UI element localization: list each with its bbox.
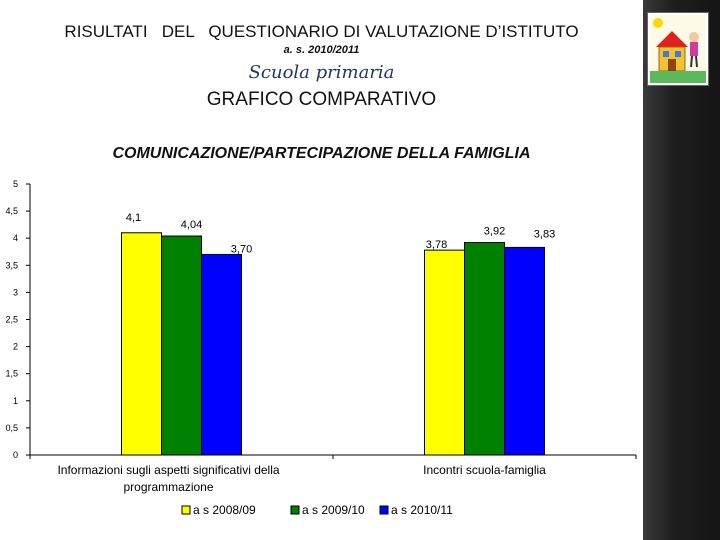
- y-tick-label: 0: [13, 450, 18, 460]
- legend-swatch: [290, 505, 300, 515]
- data-label: 3,83: [534, 228, 555, 240]
- y-tick-label: 4: [13, 233, 18, 243]
- data-label: 4,04: [181, 219, 202, 231]
- x-tick-label: programmazione: [123, 480, 213, 494]
- x-tick-label: Informazioni sugli aspetti significativi…: [57, 463, 279, 477]
- bar-chart: 0 0,5 1 1,5 2 2,5 3 3,5 4 4,5 5 4,1 4,04 3,70 Informaz…: [5, 179, 637, 517]
- legend-label: a s 2009/10: [302, 503, 365, 517]
- bar-3-2: [504, 246, 545, 456]
- y-tick-label: 4,5: [5, 206, 18, 216]
- legend-swatch: [181, 505, 191, 515]
- legend-label: a s 2010/11: [391, 503, 453, 517]
- y-tick-label: 0,5: [5, 423, 18, 433]
- data-label: 3,70: [231, 243, 252, 255]
- school-logo: [647, 12, 709, 86]
- y-tick-label: 3,5: [5, 260, 18, 270]
- page-title: RISULTATI DEL QUESTIONARIO DI VALUTAZION…: [64, 22, 579, 41]
- bar-2-2: [464, 242, 505, 456]
- y-tick-label: 2,5: [5, 315, 18, 325]
- bar-1-2: [424, 249, 465, 456]
- y-tick-label: 1,5: [5, 369, 18, 379]
- bar-2-1: [161, 235, 202, 456]
- y-tick-label: 1: [13, 396, 18, 406]
- data-label: 4,1: [126, 212, 141, 224]
- right-sidebar-band: [643, 0, 720, 540]
- legend-swatch: [379, 505, 389, 515]
- bar-1-1: [121, 232, 162, 456]
- data-label: 3,78: [426, 239, 447, 251]
- data-label: 3,92: [484, 226, 505, 238]
- bar-3-1: [201, 253, 242, 456]
- y-tick-label: 2: [13, 342, 18, 352]
- school-drawing-icon: [650, 15, 706, 83]
- y-tick-label: 5: [13, 179, 18, 189]
- y-tick-label: 3: [13, 287, 18, 297]
- chart-title: COMUNICAZIONE/PARTECIPAZIONE DELLA FAMIG…: [112, 145, 531, 162]
- school-year: a. s. 2010/2011: [283, 44, 360, 56]
- x-tick-label: Incontri scuola-famiglia: [423, 463, 546, 477]
- page-subtitle: GRAFICO COMPARATIVO: [206, 89, 437, 110]
- school-level: Scuola primaria: [248, 62, 395, 83]
- legend-label: a s 2008/09: [193, 503, 256, 517]
